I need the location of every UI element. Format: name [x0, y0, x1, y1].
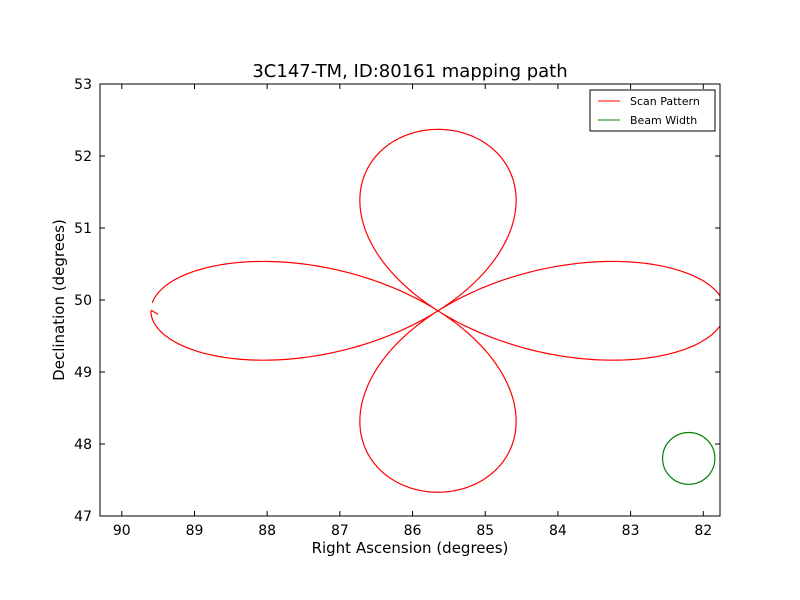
- y-tick-label: 49: [74, 365, 92, 381]
- x-tick-label: 88: [258, 523, 276, 539]
- legend: Scan Pattern Beam Width: [589, 89, 716, 132]
- y-tick-label: 53: [74, 77, 92, 93]
- x-tick-label: 85: [476, 523, 494, 539]
- x-tick-label: 87: [331, 523, 349, 539]
- x-axis-label: Right Ascension (degrees): [312, 539, 509, 557]
- x-tick-label: 82: [694, 523, 712, 539]
- y-tick-label: 52: [74, 149, 92, 165]
- y-tick-label: 47: [74, 509, 92, 525]
- y-tick-label: 50: [74, 293, 92, 309]
- x-tick-label: 89: [186, 523, 204, 539]
- y-axis-label: Declination (degrees): [50, 219, 68, 381]
- series-layer: [150, 128, 720, 493]
- legend-box: [589, 89, 716, 132]
- x-axis-ticks: 90 89 88 87 86 85 84 83 82: [113, 84, 712, 539]
- x-tick-label: 84: [549, 523, 567, 539]
- chart-title: 3C147-TM, ID:80161 mapping path: [252, 61, 567, 82]
- x-tick-label: 83: [622, 523, 640, 539]
- y-tick-label: 51: [74, 221, 92, 237]
- y-tick-label: 48: [74, 437, 92, 453]
- x-tick-label: 90: [113, 523, 131, 539]
- x-tick-label: 86: [404, 523, 422, 539]
- scan-pattern-start: [150, 309, 159, 315]
- legend-label-scan-pattern: Scan Pattern: [630, 95, 700, 108]
- y-axis-ticks: 47 48 49 50 51 52 53: [74, 77, 720, 525]
- legend-label-beam-width: Beam Width: [630, 114, 697, 127]
- scan-pattern-path: [150, 128, 720, 493]
- beam-width-circle: [661, 431, 716, 485]
